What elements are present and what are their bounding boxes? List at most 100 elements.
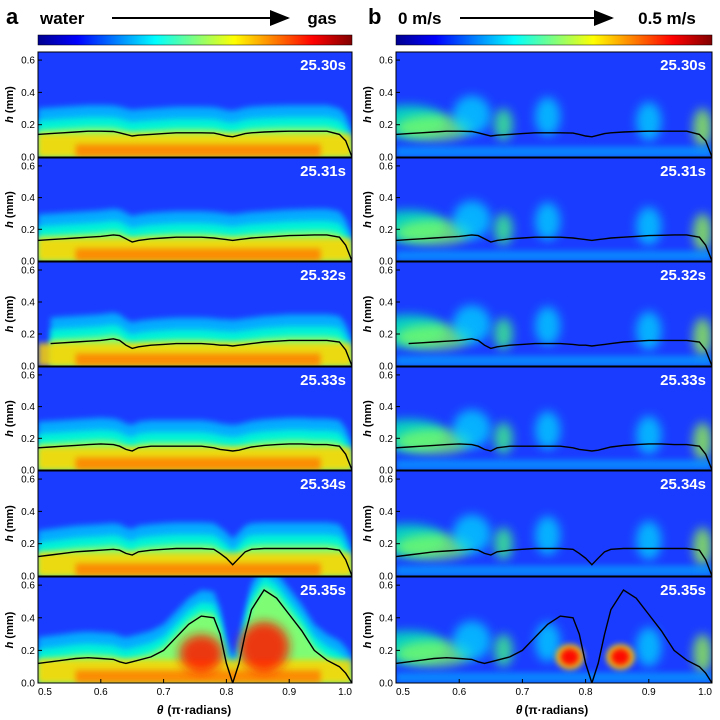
velocity-blob-3 bbox=[493, 318, 513, 350]
velocity-blob-3 bbox=[493, 422, 513, 455]
panel-frame bbox=[395, 261, 713, 367]
y-tick-label: 0.2 bbox=[21, 539, 35, 550]
colorbar-b bbox=[395, 34, 713, 46]
velocity-blob-4 bbox=[535, 411, 561, 450]
velocity-blob-4 bbox=[535, 622, 561, 662]
y-axis-label: h(mm) bbox=[362, 400, 374, 437]
y-tick-label: 0.6 bbox=[21, 56, 35, 67]
interface-line bbox=[38, 130, 352, 157]
gas-bubble-right bbox=[238, 621, 290, 673]
y-axis-label: h(mm) bbox=[362, 295, 374, 332]
panel-b-3: 25.33s 0.0 0.2 0.4 0.6 h(mm) bbox=[362, 366, 713, 477]
y-tick-label: 0.2 bbox=[379, 539, 393, 550]
y-tick-label: 0.0 bbox=[21, 153, 35, 164]
panel-frame bbox=[37, 576, 353, 684]
near-wall-layer bbox=[396, 250, 712, 261]
panel-frame bbox=[395, 51, 713, 158]
panel-a-2: 25.32s 0.0 0.2 0.4 0.6 h(mm) bbox=[4, 261, 353, 373]
gas-layer-orange bbox=[75, 457, 321, 470]
panel-b-4: 25.34s 0.0 0.2 0.4 0.6 h(mm) bbox=[362, 470, 713, 583]
y-axis-label: h(mm) bbox=[362, 86, 374, 123]
panel-frame bbox=[395, 157, 713, 262]
y-tick-label: 0.6 bbox=[379, 370, 393, 381]
panel-b-label: b bbox=[368, 4, 381, 29]
near-wall-layer bbox=[396, 459, 712, 470]
interface-line bbox=[396, 234, 712, 261]
time-label: 25.31s bbox=[660, 163, 706, 180]
y-tick-label: 0.0 bbox=[379, 257, 393, 268]
panel-frame bbox=[37, 157, 353, 262]
panel-b-5: 25.35s 0.0 0.2 0.4 0.6 h(mm) 0.5 0.6 0.7 0.8 0.9 1.… bbox=[362, 576, 713, 698]
y-tick-label: 0.4 bbox=[379, 402, 393, 413]
gas-bubble-left bbox=[179, 634, 224, 673]
velocity-blob-5 bbox=[636, 311, 662, 350]
x-axis-label-b: θ (π·radians) bbox=[516, 703, 589, 717]
y-tick-label: 0.2 bbox=[379, 225, 393, 236]
time-label: 25.33s bbox=[660, 372, 706, 389]
y-tick-label: 0.2 bbox=[379, 646, 393, 657]
near-wall-layer bbox=[396, 146, 712, 157]
x-tick-label: 0.6 bbox=[94, 687, 108, 698]
panel-frame bbox=[395, 470, 713, 577]
velocity-blob-5 bbox=[636, 521, 662, 560]
y-tick-label: 0.0 bbox=[21, 679, 35, 690]
velocity-blob-1 bbox=[396, 115, 472, 141]
panel-a-label: a bbox=[6, 4, 19, 29]
y-tick-label: 0.2 bbox=[379, 330, 393, 341]
velocity-blob-6 bbox=[693, 318, 712, 357]
velocity-blob-3 bbox=[493, 527, 513, 560]
interface-line bbox=[50, 338, 352, 366]
x-tick-label: 0.9 bbox=[282, 687, 296, 698]
y-tick-label: 0.6 bbox=[379, 56, 393, 67]
time-label: 25.32s bbox=[660, 267, 706, 284]
y-tick-label: 0.4 bbox=[21, 298, 35, 309]
velocity-blob-2 bbox=[452, 621, 491, 661]
y-axis-label: h(mm) bbox=[4, 505, 16, 542]
x-axis-label-a: θ (π·radians) bbox=[157, 703, 232, 717]
velocity-blob-2 bbox=[452, 409, 491, 448]
y-tick-label: 0.6 bbox=[379, 581, 393, 592]
interface-line bbox=[396, 547, 712, 576]
velocity-blob-5 bbox=[636, 416, 662, 455]
y-tick-label: 0.4 bbox=[379, 507, 393, 518]
panel-frame bbox=[37, 261, 353, 367]
heatmap-panels: 25.30s 0.0 0.2 0.4 0.6 h(mm) 25.31s 0.0 0.2 0.4 0.… bbox=[4, 51, 713, 698]
time-label: 25.33s bbox=[300, 372, 346, 389]
x-tick-label: 0.5 bbox=[38, 687, 52, 698]
interface-line bbox=[38, 443, 352, 470]
panel-a-0: 25.30s 0.0 0.2 0.4 0.6 h(mm) bbox=[4, 51, 353, 164]
y-tick-label: 0.2 bbox=[21, 646, 35, 657]
y-tick-label: 0.4 bbox=[379, 193, 393, 204]
time-label: 25.34s bbox=[300, 476, 346, 493]
time-label: 25.35s bbox=[660, 582, 706, 599]
y-axis-label: h(mm) bbox=[4, 400, 16, 437]
y-axis-label: h(mm) bbox=[362, 505, 374, 542]
y-tick-label: 0.4 bbox=[21, 88, 35, 99]
y-tick-label: 0.6 bbox=[379, 475, 393, 486]
y-tick-label: 0.2 bbox=[21, 120, 35, 131]
y-tick-label: 0.2 bbox=[21, 225, 35, 236]
y-axis-label: h(mm) bbox=[4, 191, 16, 228]
y-tick-label: 0.0 bbox=[379, 362, 393, 373]
interface-line bbox=[38, 547, 352, 576]
time-label: 25.32s bbox=[300, 267, 346, 284]
near-wall-layer bbox=[396, 355, 712, 366]
x-tick-label: 0.5 bbox=[396, 687, 410, 698]
velocity-blob-6 bbox=[693, 634, 712, 674]
velocity-blob-2 bbox=[452, 200, 491, 239]
y-tick-label: 0.4 bbox=[379, 613, 393, 624]
velocity-blob-6 bbox=[693, 108, 712, 148]
velocity-blob-6 bbox=[693, 527, 712, 567]
y-tick-label: 0.0 bbox=[21, 572, 35, 583]
velocity-blob-2 bbox=[452, 95, 491, 135]
y-tick-label: 0.0 bbox=[379, 466, 393, 477]
interface-line bbox=[38, 589, 352, 683]
colorbar-a-right-label: gas bbox=[307, 9, 336, 28]
x-tick-label: 0.9 bbox=[642, 687, 656, 698]
colorbar-b-left-label: 0 m/s bbox=[398, 9, 441, 28]
interface-line bbox=[396, 589, 712, 683]
velocity-blob-6 bbox=[693, 422, 712, 461]
y-tick-label: 0.2 bbox=[379, 120, 393, 131]
velocity-blob-3 bbox=[493, 634, 513, 667]
